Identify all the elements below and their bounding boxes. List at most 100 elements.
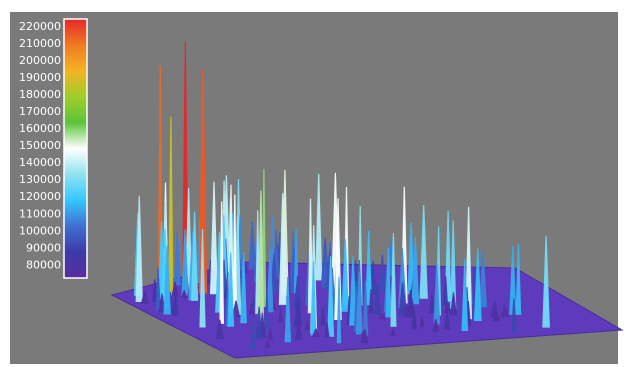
peak [155, 267, 161, 311]
peak [198, 69, 208, 294]
peak [266, 249, 274, 313]
peak [294, 298, 303, 327]
colorbar: 80000 90000 100000 110000 120000 130000 140000… [19, 18, 88, 279]
peak [248, 221, 257, 270]
colorbar-tick-110000: 110000 [19, 207, 61, 220]
peak [324, 321, 330, 338]
colorbar-tick-100000: 100000 [19, 224, 61, 237]
peak [171, 281, 179, 297]
peak [232, 194, 237, 317]
peak [542, 235, 550, 328]
peak [336, 276, 342, 344]
peak [320, 242, 329, 288]
peak [443, 276, 448, 305]
peak [311, 328, 320, 337]
peak [385, 247, 392, 318]
colorbar-tick-150000: 150000 [19, 139, 61, 152]
peak [341, 238, 349, 312]
peak [152, 279, 158, 302]
peak [419, 316, 425, 328]
peak [443, 304, 452, 313]
peak [219, 201, 224, 324]
peak [180, 290, 188, 298]
peak [255, 306, 263, 340]
peak [168, 116, 174, 297]
peak [365, 230, 373, 306]
peak [360, 329, 369, 344]
colorbar-tick-120000: 120000 [19, 190, 61, 203]
peak [163, 245, 171, 315]
colorbar-tick-220000: 220000 [19, 20, 61, 33]
peak [320, 306, 326, 326]
peak [140, 290, 150, 304]
peak [250, 314, 256, 351]
peak [278, 308, 283, 322]
peak [248, 303, 255, 315]
colorbar-ticks: 80000 90000 100000 110000 120000 130000 140000… [19, 20, 61, 272]
colorbar-tick-170000: 170000 [19, 105, 61, 118]
peak [379, 255, 386, 292]
colorbar-tick-190000: 190000 [19, 71, 61, 84]
peak [173, 230, 181, 286]
peak [215, 319, 224, 340]
peak [210, 181, 218, 295]
peak [231, 300, 241, 318]
peak [473, 248, 482, 321]
peak [199, 229, 206, 328]
peak [158, 293, 166, 313]
peak [368, 289, 374, 314]
colorbar-tick-180000: 180000 [19, 88, 61, 101]
colorbar-tick-210000: 210000 [19, 37, 61, 50]
peak [135, 195, 143, 302]
peak [390, 233, 397, 327]
peak [257, 190, 265, 323]
peak [327, 256, 335, 337]
peak [450, 220, 457, 309]
peak [315, 173, 323, 281]
peaks [134, 41, 550, 351]
peak [181, 229, 189, 296]
peak [444, 309, 451, 330]
peak [310, 261, 317, 336]
peak [461, 259, 469, 331]
peak [449, 292, 458, 316]
peak [432, 319, 440, 332]
colorbar-tick-130000: 130000 [19, 173, 61, 186]
peak [284, 276, 292, 343]
colorbar-tick-160000: 160000 [19, 122, 61, 135]
colorbar-tick-80000: 80000 [26, 258, 61, 271]
peak [227, 252, 235, 327]
peak [295, 320, 302, 340]
colorbar-scale [63, 18, 88, 279]
peak [362, 280, 369, 337]
peak [378, 313, 387, 320]
peak [509, 245, 517, 315]
peak [373, 282, 381, 316]
peak [293, 275, 302, 309]
peak [304, 321, 310, 330]
peak [492, 312, 501, 322]
peak [433, 263, 441, 325]
colorbar-tick-140000: 140000 [19, 156, 61, 169]
peak [515, 243, 522, 315]
peak [240, 252, 247, 324]
peak [172, 291, 179, 316]
peak [390, 329, 396, 336]
peak [429, 293, 436, 313]
peak [479, 250, 488, 308]
peak [191, 211, 199, 301]
peak [267, 328, 273, 340]
peak [500, 305, 510, 317]
peak [411, 237, 420, 305]
peak [278, 193, 287, 305]
peak [419, 205, 428, 299]
peak [265, 339, 270, 348]
colorbar-tick-90000: 90000 [26, 241, 61, 254]
peak [182, 41, 189, 283]
peak [264, 292, 270, 329]
peak [411, 308, 417, 330]
colorbar-tick-200000: 200000 [19, 54, 61, 67]
peak [511, 298, 517, 333]
peak [355, 272, 363, 335]
